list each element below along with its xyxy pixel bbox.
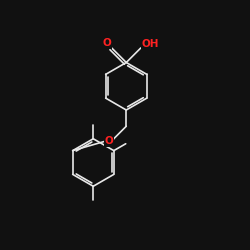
Text: OH: OH xyxy=(142,39,159,49)
Text: O: O xyxy=(103,38,112,48)
Text: O: O xyxy=(105,136,114,146)
